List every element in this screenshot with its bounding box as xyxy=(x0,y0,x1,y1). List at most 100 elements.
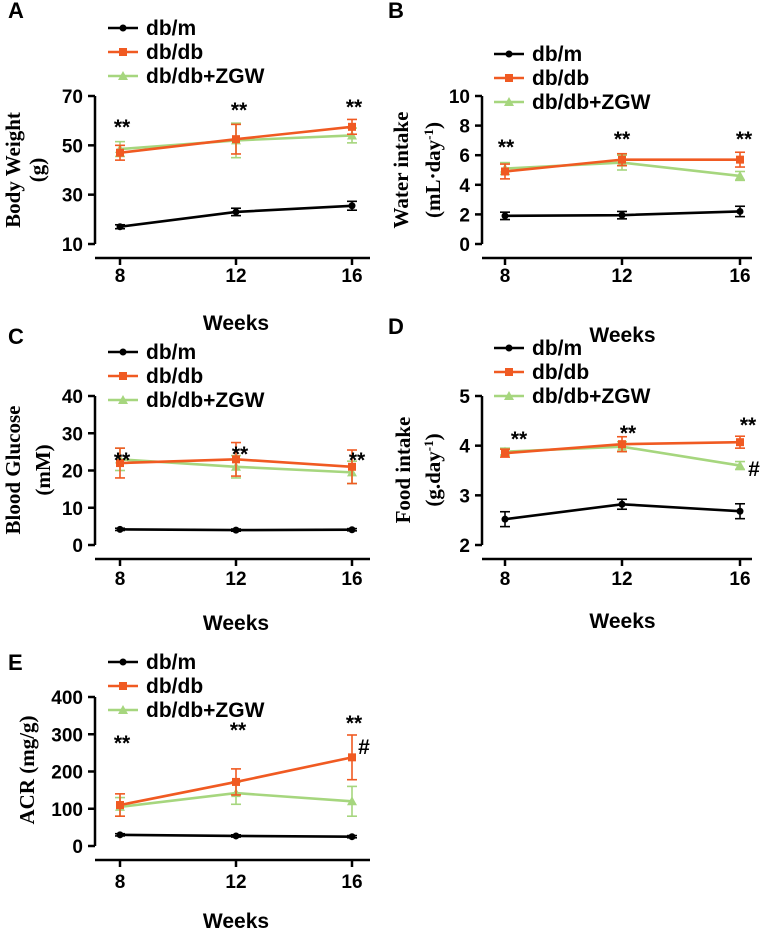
legend-label: db/m xyxy=(146,651,196,674)
legend-item-dbm: db/m xyxy=(494,43,582,66)
data-point xyxy=(116,148,124,157)
data-point xyxy=(736,155,744,164)
series-dbm xyxy=(500,205,745,221)
y-axis-unit: (g.day-1) xyxy=(421,433,446,506)
legend-marker xyxy=(505,368,513,376)
y-tick-label: 6 xyxy=(459,146,470,167)
x-axis-title: Weeks xyxy=(203,612,269,635)
y-axis-unit: (mM) xyxy=(31,444,55,495)
significance-stars: ** xyxy=(740,414,757,437)
data-point xyxy=(501,212,509,220)
x-tick-label: 16 xyxy=(729,569,750,590)
x-tick-label: 16 xyxy=(341,872,362,893)
data-point xyxy=(348,833,356,841)
significance-stars: ** xyxy=(232,443,249,466)
data-point xyxy=(348,526,356,534)
series-dbm xyxy=(115,831,357,841)
legend-label: db/m xyxy=(146,341,196,364)
legend-item-dbdb: db/db xyxy=(494,361,589,384)
legend-marker xyxy=(119,24,127,32)
x-tick-label: 12 xyxy=(611,569,632,590)
data-point xyxy=(232,526,240,534)
significance-stars: ** xyxy=(114,449,131,472)
legend-item-zgw: db/db+ZGW xyxy=(108,389,265,412)
data-point xyxy=(736,207,744,215)
y-axis-title: Water intake xyxy=(389,112,413,229)
data-point xyxy=(736,507,744,515)
y-axis-unit-superscript: -1 xyxy=(421,440,436,451)
legend-marker xyxy=(119,48,127,56)
legend-item-dbdb: db/db xyxy=(108,41,203,64)
significance-stars: ** xyxy=(498,136,515,159)
y-axis-unit: (mL·day-1) xyxy=(421,122,446,218)
data-point xyxy=(116,801,124,810)
legend-marker xyxy=(504,97,514,106)
legend-label: db/db xyxy=(146,675,203,698)
panel-letter: E xyxy=(8,650,23,675)
significance-stars: ** xyxy=(231,99,248,122)
y-axis-unit-text: (mM) xyxy=(31,444,55,495)
significance-stars: ** xyxy=(114,116,131,139)
data-point xyxy=(618,155,626,164)
data-point xyxy=(347,796,357,806)
x-tick-label: 12 xyxy=(225,569,246,590)
data-point xyxy=(348,462,356,471)
significance-stars: ** xyxy=(230,719,247,742)
significance-stars: ** xyxy=(114,732,131,755)
data-point xyxy=(735,460,745,470)
data-point xyxy=(348,122,356,131)
legend-label: db/db+ZGW xyxy=(532,91,651,114)
y-tick-label: 200 xyxy=(51,763,83,784)
significance-stars: ** xyxy=(614,128,631,151)
y-tick-label: 8 xyxy=(459,117,470,138)
significance-stars: ** xyxy=(346,96,363,119)
legend-label: db/db+ZGW xyxy=(532,385,651,408)
legend-marker xyxy=(504,391,514,400)
data-point xyxy=(618,500,626,508)
series-dbdb xyxy=(115,441,357,485)
data-point xyxy=(501,449,509,458)
y-tick-label: 10 xyxy=(62,499,83,520)
y-tick-label: 40 xyxy=(62,387,83,408)
significance-stars: ** xyxy=(511,428,528,451)
x-tick-label: 8 xyxy=(500,266,511,287)
legend-item-dbm: db/m xyxy=(494,337,582,360)
x-tick-label: 16 xyxy=(729,266,750,287)
data-point xyxy=(116,831,124,839)
y-tick-label: 20 xyxy=(62,462,83,483)
data-point xyxy=(501,515,509,523)
x-tick-label: 16 xyxy=(341,569,362,590)
data-point xyxy=(618,440,626,449)
legend-label: db/db xyxy=(146,365,203,388)
x-tick-label: 12 xyxy=(611,266,632,287)
data-point xyxy=(736,438,744,447)
significance-stars: ** xyxy=(349,449,366,472)
x-axis-title: Weeks xyxy=(203,910,269,933)
x-tick-label: 12 xyxy=(225,266,246,287)
series-dbm xyxy=(115,200,357,231)
legend-marker xyxy=(119,372,127,380)
series-dbm xyxy=(115,525,357,534)
y-tick-label: 400 xyxy=(51,688,83,709)
x-tick-label: 8 xyxy=(115,569,126,590)
legend-label: db/m xyxy=(532,43,582,66)
y-tick-label: 70 xyxy=(62,87,83,108)
legend-item-dbm: db/m xyxy=(108,17,196,40)
y-tick-label: 4 xyxy=(459,176,470,197)
significance-stars: ** xyxy=(736,128,753,151)
y-tick-label: 30 xyxy=(62,186,83,207)
data-point xyxy=(232,135,240,144)
data-point xyxy=(232,832,240,840)
legend-label: db/db xyxy=(532,361,589,384)
data-point xyxy=(232,208,240,216)
y-tick-label: 0 xyxy=(459,235,470,256)
legend-marker xyxy=(505,344,513,352)
legend-marker xyxy=(119,658,127,666)
significance-stars: ** xyxy=(620,422,637,445)
legend-marker xyxy=(119,682,127,690)
x-tick-label: 8 xyxy=(500,569,511,590)
